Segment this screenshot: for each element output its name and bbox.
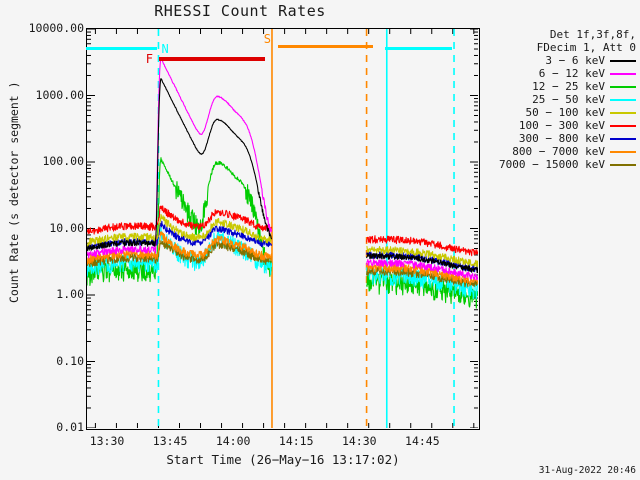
y-tick-label: 0.01 — [56, 420, 84, 434]
legend-entry-label: 25 − 50 keV — [532, 93, 605, 106]
legend-color-swatch — [610, 163, 636, 166]
legend-entry: 7000 − 15000 keV — [484, 158, 636, 171]
series-line — [366, 258, 478, 281]
legend-entry-label: 300 − 800 keV — [518, 132, 605, 145]
legend-color-swatch — [610, 72, 636, 75]
legend-color-swatch — [610, 137, 636, 140]
x-tick-label: 14:45 — [405, 434, 440, 448]
legend-entry-label: 12 − 25 keV — [532, 80, 605, 93]
series-line — [87, 213, 272, 247]
legend-color-swatch — [610, 150, 636, 153]
legend-color-swatch — [610, 59, 636, 62]
x-tick-label: 13:45 — [152, 434, 188, 448]
legend-entry-label: 100 − 300 keV — [518, 119, 605, 132]
x-tick-label: 13:30 — [89, 434, 125, 448]
series-line — [366, 235, 478, 257]
series-line — [87, 205, 273, 235]
y-tick-label: 0.10 — [56, 353, 84, 368]
y-tick-label: 1000.00 — [35, 87, 84, 102]
legend-entry: 25 − 50 keV — [484, 93, 636, 106]
x-tick-label: 14:15 — [278, 434, 314, 448]
legend-entry-label: 800 − 7000 keV — [512, 145, 605, 158]
legend-color-swatch — [610, 98, 636, 101]
event-bar-flare — [158, 57, 265, 61]
series-line — [366, 245, 478, 268]
x-axis-title: Start Time (26−May−16 13:17:02) — [166, 452, 400, 467]
series-line — [87, 78, 273, 252]
y-axis-title: Count Rate (s detector segment ) — [7, 81, 21, 303]
legend-entry: 800 − 7000 keV — [484, 145, 636, 158]
plot-area — [86, 28, 480, 430]
legend: Det 1f,3f,8f, FDecim 1, Att 0 3 − 6 keV 6… — [484, 28, 636, 171]
legend-entry: 300 − 800 keV — [484, 132, 636, 145]
x-axis-labels: 13:30 13:45 14:00 14:15 14:30 14:45 — [86, 434, 480, 450]
y-tick-label: 1.00 — [56, 287, 84, 301]
legend-entry: 100 − 300 keV — [484, 119, 636, 132]
legend-entry: 50 − 100 keV — [484, 106, 636, 119]
legend-color-swatch — [610, 111, 636, 114]
event-bar-saa — [277, 45, 374, 48]
legend-entry: 12 − 25 keV — [484, 80, 636, 93]
y-axis-labels: 10000.00 1000.00 100.00 10.00 1.00 0.10 0.01 — [0, 22, 84, 434]
y-tick-label: 100.00 — [42, 154, 84, 168]
legend-entry: 3 − 6 keV — [484, 54, 636, 67]
x-tick-label: 14:00 — [215, 434, 251, 448]
legend-entry: 6 − 12 keV — [484, 67, 636, 80]
series-line — [87, 231, 273, 265]
series-line — [87, 57, 273, 259]
series-line — [87, 157, 273, 287]
series-line — [87, 220, 273, 250]
event-label-night: N — [161, 42, 169, 56]
event-bar-night — [86, 47, 158, 50]
legend-entry-label: 3 − 6 keV — [545, 54, 605, 67]
legend-decim-line: FDecim 1, Att 0 — [536, 41, 636, 54]
x-tick-label: 14:30 — [341, 434, 377, 448]
series-line — [366, 252, 478, 274]
legend-entry-label: 7000 − 15000 keV — [499, 158, 605, 171]
y-tick-label: 10.00 — [49, 220, 84, 235]
legend-entries: 3 − 6 keV 6 − 12 keV 12 − 25 keV 25 − 50 ke… — [484, 54, 636, 171]
legend-detector-line: Det 1f,3f,8f, — [549, 28, 636, 41]
event-label-saa: S — [263, 32, 271, 46]
render-timestamp: 31-Aug-2022 20:46 — [538, 465, 636, 476]
event-label-flare: F — [145, 52, 153, 66]
legend-entry-label: 6 − 12 keV — [538, 67, 605, 80]
event-vlines — [157, 29, 455, 428]
page-title: RHESSI Count Rates — [154, 2, 326, 20]
data-series — [87, 57, 478, 309]
chart-canvas — [87, 29, 478, 428]
legend-entry-label: 50 − 100 keV — [525, 106, 605, 119]
event-bar-night — [384, 47, 452, 50]
legend-color-swatch — [610, 85, 636, 88]
y-tick-label: 10000.00 — [28, 21, 84, 35]
legend-color-swatch — [610, 124, 636, 127]
